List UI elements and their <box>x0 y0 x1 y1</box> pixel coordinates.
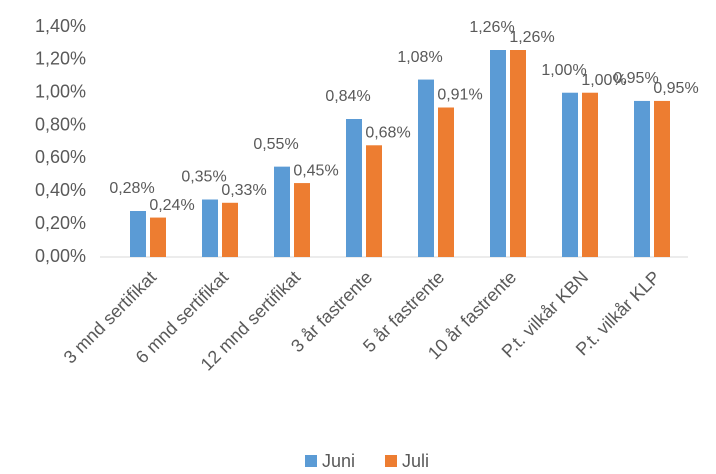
data-label: 0,68% <box>365 125 410 142</box>
bar <box>490 50 506 257</box>
data-label: 1,08% <box>397 49 442 66</box>
legend-label: Juli <box>402 451 429 471</box>
bar <box>150 217 166 257</box>
bar <box>130 211 146 257</box>
bar <box>346 119 362 257</box>
bar <box>438 107 454 257</box>
legend-label: Juni <box>322 451 355 471</box>
y-tick-label: 0,40% <box>35 180 86 200</box>
data-label: 0,28% <box>109 180 154 197</box>
data-label: 1,26% <box>509 29 554 46</box>
data-label: 1,00% <box>541 62 586 79</box>
data-label: 0,91% <box>437 87 482 104</box>
data-label: 0,95% <box>613 70 658 87</box>
bar <box>654 100 670 257</box>
data-label: 0,33% <box>221 182 266 199</box>
bar <box>418 79 434 257</box>
data-label: 0,84% <box>325 88 370 105</box>
bar <box>222 202 238 257</box>
y-tick-label: 1,00% <box>35 81 86 101</box>
data-label: 1,00% <box>581 72 626 89</box>
bar <box>510 50 526 257</box>
y-tick-label: 0,60% <box>35 147 86 167</box>
data-label: 0,55% <box>253 136 298 153</box>
y-tick-label: 1,20% <box>35 49 86 69</box>
legend-swatch <box>385 455 397 467</box>
y-tick-label: 1,40% <box>35 16 86 36</box>
bar <box>562 92 578 257</box>
data-label: 1,26% <box>469 19 514 36</box>
data-label: 0,24% <box>149 197 194 214</box>
bar <box>366 145 382 257</box>
y-tick-label: 0,00% <box>35 246 86 266</box>
bar <box>274 166 290 257</box>
bar <box>582 92 598 257</box>
y-tick-label: 0,20% <box>35 213 86 233</box>
bar <box>634 100 650 257</box>
data-label: 0,45% <box>293 162 338 179</box>
legend-swatch <box>305 455 317 467</box>
bar <box>202 199 218 257</box>
bar <box>294 183 310 257</box>
data-label: 0,95% <box>653 80 698 97</box>
y-tick-label: 0,80% <box>35 114 86 134</box>
data-label: 0,35% <box>181 169 226 186</box>
